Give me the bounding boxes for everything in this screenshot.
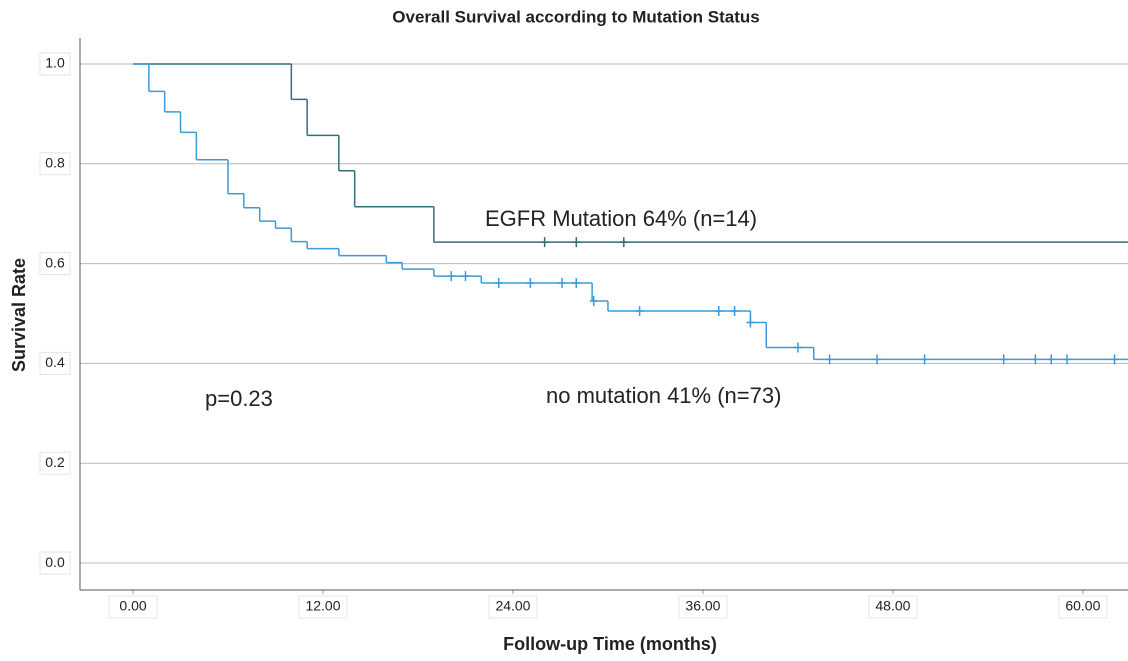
censor-mark [1031, 354, 1040, 365]
y-axis-title: Survival Rate [9, 258, 29, 372]
censor-mark [558, 278, 567, 289]
censor-mark [447, 271, 456, 282]
censor-mark [635, 306, 644, 317]
censor-mark [873, 354, 882, 365]
y-tick-label: 1.0 [45, 55, 65, 71]
censor-mark [714, 306, 723, 317]
annotation: EGFR Mutation 64% (n=14) [485, 206, 757, 231]
censor-mark [619, 237, 628, 248]
y-tick-label: 0.4 [45, 354, 65, 370]
x-tick-label: 24.00 [495, 598, 530, 614]
censor-mark [461, 271, 470, 282]
tick-box [678, 595, 728, 619]
censor-mark [1110, 354, 1119, 365]
censor-mark [589, 296, 598, 307]
tick-box [39, 351, 71, 375]
censor-mark [730, 306, 739, 317]
tick-box [488, 595, 538, 619]
censor-mark [540, 237, 549, 248]
y-tick-label: 0.0 [45, 554, 65, 570]
censor-mark [793, 342, 802, 353]
censor-mark [572, 237, 581, 248]
tick-box [39, 252, 71, 276]
tick-box [108, 595, 158, 619]
censor-mark [1063, 354, 1072, 365]
chart-title: Overall Survival according to Mutation S… [392, 7, 759, 26]
x-tick-label: 12.00 [305, 598, 340, 614]
x-tick-label: 0.00 [119, 598, 146, 614]
x-axis-title: Follow-up Time (months) [503, 634, 717, 654]
tick-box [39, 551, 71, 575]
censor-mark [494, 278, 503, 289]
tick-box [868, 595, 918, 619]
censor-mark [825, 354, 834, 365]
y-tick-label: 0.6 [45, 254, 65, 270]
annotation: p=0.23 [205, 386, 273, 411]
y-tick-label: 0.8 [45, 154, 65, 170]
annotation: no mutation 41% (n=73) [546, 383, 781, 408]
tick-box [39, 451, 71, 475]
censor-mark [920, 354, 929, 365]
censor-mark [1047, 354, 1056, 365]
tick-box [39, 152, 71, 176]
censor-mark [526, 278, 535, 289]
y-tick-label: 0.2 [45, 454, 65, 470]
censor-mark [999, 354, 1008, 365]
censor-mark [572, 278, 581, 289]
x-tick-label: 48.00 [875, 598, 910, 614]
x-tick-label: 60.00 [1065, 598, 1100, 614]
censor-mark [746, 317, 755, 328]
tick-box [298, 595, 348, 619]
tick-box [39, 52, 71, 76]
x-tick-label: 36.00 [685, 598, 720, 614]
tick-box [1058, 595, 1108, 619]
